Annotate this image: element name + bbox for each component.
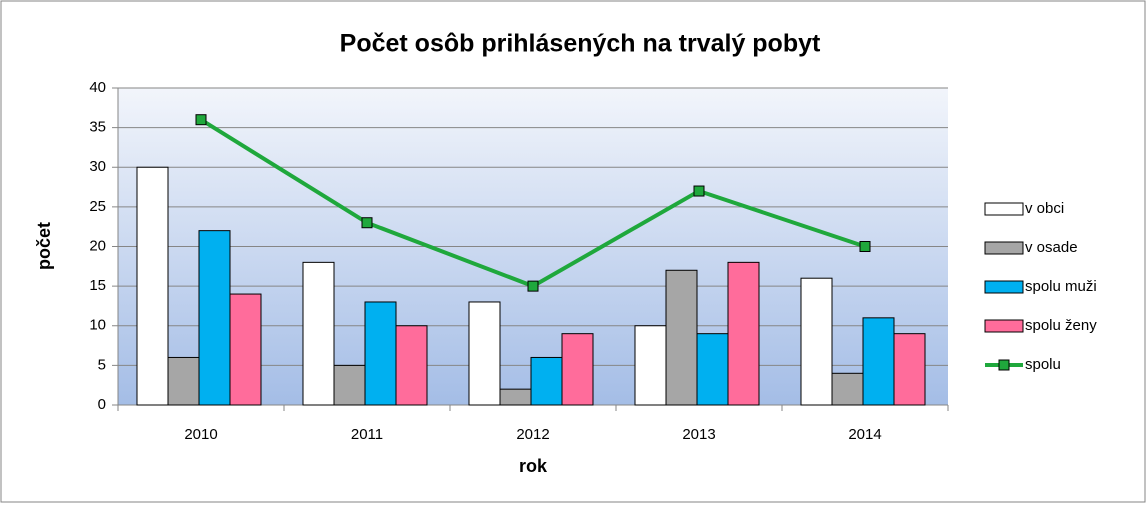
bar bbox=[167, 356, 200, 406]
bar bbox=[561, 333, 594, 406]
legend-marker bbox=[998, 359, 1010, 371]
x-tick-label: 2010 bbox=[184, 426, 217, 443]
x-axis-label: rok bbox=[519, 456, 548, 476]
legend-label: spolu ženy bbox=[1025, 317, 1097, 334]
bar bbox=[468, 301, 501, 406]
chart-title: Počet osôb prihlásených na trvalý pobyt bbox=[340, 30, 821, 58]
y-tick-label: 40 bbox=[89, 79, 106, 96]
bar bbox=[634, 325, 667, 406]
legend-swatch bbox=[984, 319, 1024, 333]
marker bbox=[859, 241, 871, 252]
marker bbox=[527, 280, 539, 292]
bar bbox=[831, 372, 864, 406]
legend-label: spolu muži bbox=[1025, 278, 1097, 295]
y-tick-label: 15 bbox=[89, 277, 106, 294]
y-tick-label: 25 bbox=[89, 198, 106, 215]
bar bbox=[696, 333, 729, 406]
bar bbox=[530, 356, 563, 406]
y-tick-label: 10 bbox=[89, 317, 106, 334]
legend-label: v osade bbox=[1025, 239, 1078, 256]
y-tick-label: 20 bbox=[89, 237, 106, 254]
bar bbox=[395, 325, 428, 406]
x-tick-label: 2012 bbox=[516, 426, 549, 443]
y-tick-label: 30 bbox=[89, 158, 106, 175]
bar bbox=[499, 388, 532, 406]
legend-swatch bbox=[984, 280, 1024, 294]
bar bbox=[136, 166, 169, 406]
marker bbox=[361, 217, 373, 229]
legend-swatch bbox=[984, 241, 1024, 255]
y-tick-label: 5 bbox=[98, 356, 106, 373]
x-tick-label: 2014 bbox=[848, 426, 881, 443]
y-tick-label: 0 bbox=[98, 396, 106, 413]
bar bbox=[800, 277, 833, 406]
bar bbox=[198, 230, 231, 406]
bar bbox=[727, 261, 760, 406]
y-axis-label: počet bbox=[34, 222, 54, 270]
x-tick-label: 2013 bbox=[682, 426, 715, 443]
legend-swatch bbox=[984, 202, 1024, 216]
x-tick-label: 2011 bbox=[351, 426, 383, 443]
marker bbox=[195, 114, 207, 126]
bar bbox=[229, 293, 262, 406]
bar bbox=[333, 364, 366, 406]
bar bbox=[665, 269, 698, 406]
bar bbox=[302, 261, 335, 406]
legend-label: spolu bbox=[1025, 356, 1061, 373]
marker bbox=[693, 185, 705, 197]
y-tick-label: 35 bbox=[89, 119, 106, 136]
legend-label: v obci bbox=[1025, 200, 1064, 217]
bar bbox=[364, 301, 397, 406]
bar bbox=[862, 317, 895, 406]
bar bbox=[893, 333, 926, 406]
